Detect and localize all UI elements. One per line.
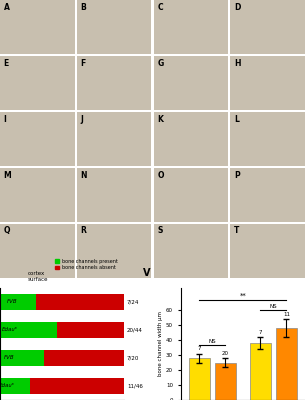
Text: 7/20: 7/20 [127, 356, 139, 360]
Text: NS: NS [270, 304, 277, 310]
Text: 11: 11 [283, 312, 290, 317]
Text: NS: NS [208, 339, 216, 344]
Text: F: F [81, 59, 86, 68]
Text: T: T [234, 226, 239, 236]
Text: cortex
surface: cortex surface [27, 271, 48, 282]
Text: 7/24: 7/24 [127, 299, 139, 304]
Bar [189, 358, 210, 400]
Text: Edaᴜᵃ: Edaᴜᵃ [0, 384, 15, 388]
Bar [30, 378, 124, 394]
Text: V: V [143, 268, 151, 278]
Text: FVB: FVB [6, 299, 17, 304]
Bar [276, 328, 297, 400]
Bar [250, 343, 271, 400]
Text: K: K [157, 114, 163, 124]
Bar [44, 350, 124, 366]
Text: 11/46: 11/46 [127, 384, 143, 388]
Text: E: E [4, 59, 9, 68]
Text: B: B [81, 3, 86, 12]
Text: C: C [157, 3, 163, 12]
Y-axis label: bone channel width μm: bone channel width μm [158, 312, 163, 376]
Bar [36, 294, 124, 310]
Text: G: G [157, 59, 163, 68]
Bar [0, 350, 44, 366]
Text: **: ** [239, 293, 246, 299]
Text: O: O [157, 170, 164, 180]
Bar [0, 322, 57, 338]
Text: D: D [234, 3, 241, 12]
Text: 20/44: 20/44 [127, 327, 143, 332]
Bar [0, 378, 30, 394]
Bar [0, 294, 36, 310]
Text: FVB: FVB [4, 356, 15, 360]
Text: J: J [81, 114, 83, 124]
Text: R: R [81, 226, 86, 236]
Text: 7: 7 [259, 330, 262, 335]
Bar [57, 322, 124, 338]
Legend: bone channels present, bone channels absent: bone channels present, bone channels abs… [55, 259, 118, 270]
Text: 20: 20 [222, 351, 229, 356]
Text: A: A [4, 3, 9, 12]
Text: 7: 7 [197, 346, 201, 351]
Text: P: P [234, 170, 240, 180]
Text: Edaᴜᵃ: Edaᴜᵃ [2, 327, 17, 332]
Text: M: M [4, 170, 12, 180]
Text: Q: Q [4, 226, 10, 236]
Text: S: S [157, 226, 163, 236]
Text: L: L [234, 114, 239, 124]
Text: N: N [81, 170, 87, 180]
Text: I: I [4, 114, 7, 124]
Bar [215, 363, 236, 400]
Text: H: H [234, 59, 241, 68]
